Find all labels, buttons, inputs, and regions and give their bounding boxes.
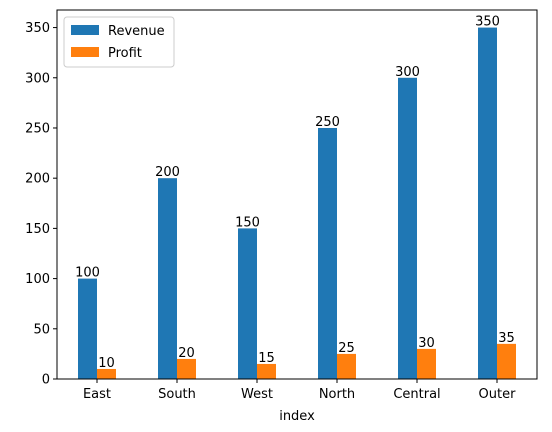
data-label-profit-east: 10 — [98, 356, 115, 371]
y-tick-label: 350 — [25, 21, 50, 36]
x-tick-label-central: Central — [393, 387, 440, 402]
data-label-revenue-central: 300 — [395, 65, 420, 80]
x-tick-label-west: West — [241, 387, 273, 402]
y-tick-label: 100 — [25, 272, 50, 287]
y-tick-label: 300 — [25, 71, 50, 86]
bar-revenue-south — [158, 178, 177, 379]
bar-revenue-west — [238, 228, 257, 379]
data-label-profit-south: 20 — [178, 346, 195, 361]
legend-label-revenue: Revenue — [108, 24, 165, 39]
bar-revenue-outer — [478, 27, 497, 379]
legend-swatch-profit — [71, 47, 99, 57]
bar-profit-east — [97, 368, 116, 379]
data-label-revenue-north: 250 — [315, 115, 340, 130]
y-tick-label: 250 — [25, 121, 50, 136]
data-label-revenue-outer: 350 — [475, 15, 500, 30]
bar-profit-south — [177, 358, 196, 379]
data-label-profit-west: 15 — [258, 351, 275, 366]
x-axis-title: index — [279, 409, 315, 424]
y-tick-label: 0 — [42, 373, 50, 388]
data-label-revenue-south: 200 — [155, 165, 180, 180]
data-label-profit-north: 25 — [338, 341, 355, 356]
data-label-revenue-east: 100 — [75, 266, 100, 281]
y-tick-label: 50 — [33, 322, 50, 337]
bar-profit-central — [417, 348, 436, 379]
bar-profit-west — [257, 363, 276, 379]
bar-revenue-north — [318, 127, 337, 380]
bar-profit-outer — [497, 343, 516, 379]
bar-revenue-central — [398, 77, 417, 379]
legend-swatch-revenue — [71, 25, 99, 35]
x-tick-label-outer: Outer — [479, 387, 517, 402]
data-label-profit-outer: 35 — [498, 331, 515, 346]
bar-revenue-east — [78, 278, 97, 379]
x-tick-label-south: South — [158, 387, 196, 402]
legend-label-profit: Profit — [108, 46, 142, 61]
plot-frame — [56, 9, 538, 380]
bar-profit-north — [337, 353, 356, 379]
y-tick-label: 150 — [25, 222, 50, 237]
y-tick-label: 200 — [25, 172, 50, 187]
data-label-profit-central: 30 — [418, 336, 435, 351]
data-label-revenue-west: 150 — [235, 215, 260, 230]
x-tick-label-east: East — [83, 387, 111, 402]
x-tick-label-north: North — [319, 387, 355, 402]
